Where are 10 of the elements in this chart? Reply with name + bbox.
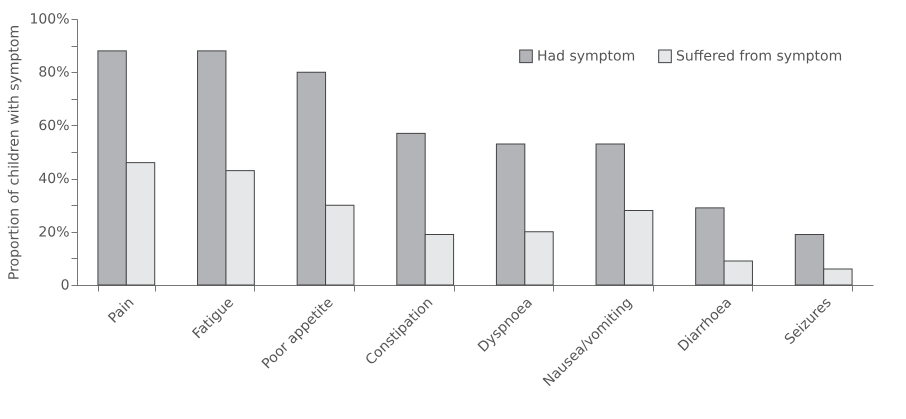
legend-label: Suffered from symptom: [676, 48, 842, 64]
y-tick-label: 0: [60, 278, 70, 294]
y-axis-title: Proportion of children with symptom: [6, 24, 22, 280]
y-tick-label: 20%: [38, 224, 70, 240]
y-tick-label: 80%: [38, 64, 70, 81]
y-tick-label: 40%: [38, 171, 70, 188]
y-tick-label: 100%: [29, 12, 70, 28]
y-tick-label: 60%: [38, 118, 70, 134]
legend-label: Had symptom: [537, 48, 636, 64]
x-tick-label: Pain: [105, 294, 138, 327]
